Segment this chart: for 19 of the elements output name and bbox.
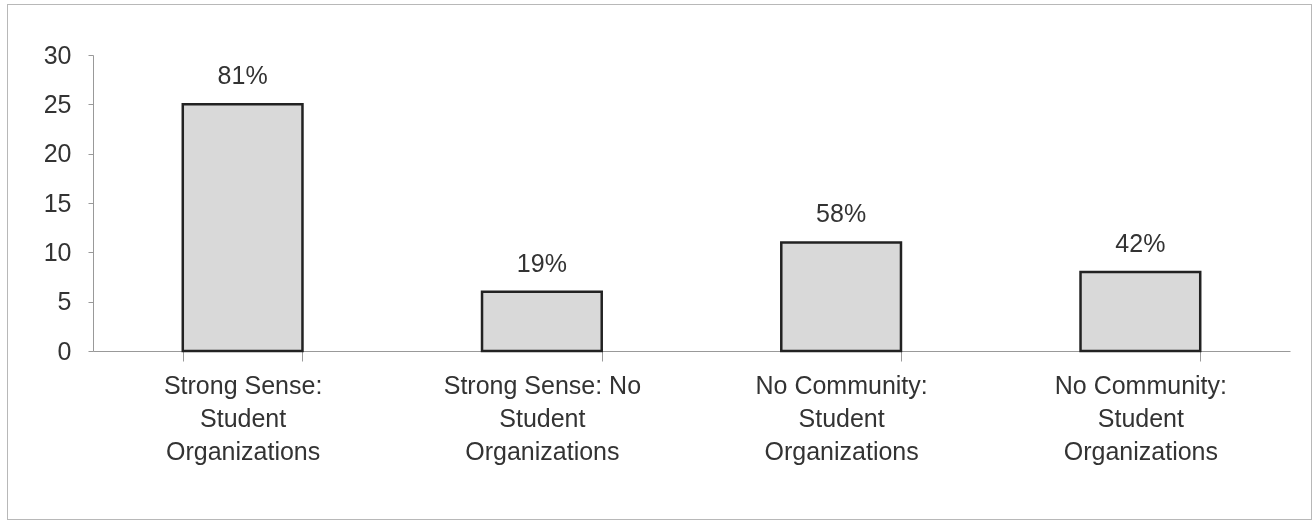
bar	[181, 103, 304, 353]
y-tick-label: 20	[43, 139, 72, 168]
y-tick-label: 25	[43, 89, 72, 118]
x-tick-label: Strong Sense: Student Organizations	[163, 370, 323, 465]
annotation: 19%	[516, 248, 567, 277]
annotation: 58%	[816, 199, 867, 228]
x-tick-label: No Community: Student Organizations	[755, 370, 928, 465]
y-tick-label: 10	[43, 237, 72, 266]
x-tick-label: No Community: Student Organizations	[1054, 370, 1228, 465]
y-tick-label: 0	[57, 336, 72, 365]
y-tick-label: 15	[43, 188, 72, 217]
bar	[1079, 270, 1202, 353]
bar	[780, 241, 903, 353]
bar	[480, 290, 603, 353]
annotation: 42%	[1115, 229, 1166, 258]
y-tick-label: 30	[43, 40, 72, 69]
y-tick-label: 5	[57, 287, 72, 316]
annotation: 81%	[217, 61, 268, 90]
x-tick-label: Strong Sense: No Student Organizations	[443, 370, 642, 465]
